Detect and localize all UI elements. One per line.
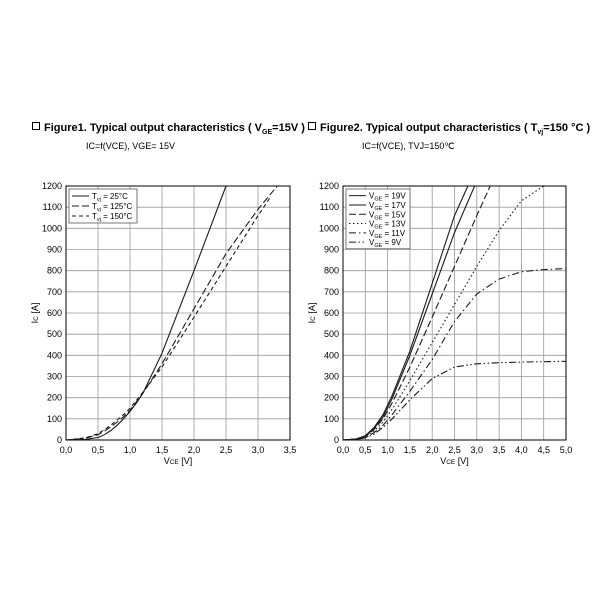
x-tick-label: 4,5 — [537, 445, 550, 455]
figure2-title-end: =150 °C ) — [543, 122, 591, 134]
legend-label: VGE = 13V — [369, 220, 406, 231]
legend-box — [345, 188, 411, 250]
series-line-2 — [66, 186, 278, 440]
y-tick-label: 600 — [47, 308, 62, 318]
y-tick-label: 300 — [47, 372, 62, 382]
x-axis-label: VCE [V] — [164, 456, 193, 466]
x-tick-label: 5,0 — [560, 445, 573, 455]
legend-box — [68, 188, 138, 224]
x-tick-label: 1,5 — [156, 445, 169, 455]
figure2-title-text: Figure2. Typical output characteristics … — [320, 122, 538, 134]
bullet-square-icon — [32, 122, 40, 130]
y-tick-label: 400 — [47, 350, 62, 360]
series-line-5 — [343, 267, 566, 440]
legend-label: Tvj = 150°C — [92, 212, 133, 223]
y-axis-label: IC [A] — [307, 303, 317, 324]
legend-label: Tvj = 25°C — [92, 192, 128, 203]
x-tick-label: 2,0 — [188, 445, 201, 455]
y-tick-label: 200 — [324, 393, 339, 403]
x-tick-label: 3,5 — [493, 445, 506, 455]
y-tick-label: 900 — [324, 245, 339, 255]
figure2-subtitle: IC=f(VCE), TVJ=150℃ — [362, 141, 455, 151]
x-tick-label: 3,0 — [252, 445, 265, 455]
legend-label: VGE = 9V — [369, 238, 402, 249]
legend-label: VGE = 19V — [369, 192, 406, 203]
y-tick-label: 300 — [324, 372, 339, 382]
y-axis-label: IC [A] — [30, 303, 40, 324]
series-line-3 — [343, 186, 491, 440]
figure1-title-text: Figure1. Typical output characteristics … — [44, 122, 263, 134]
x-axis-label: VCE [V] — [440, 456, 469, 466]
bullet-square-icon — [308, 122, 316, 130]
y-tick-label: 1000 — [42, 223, 62, 233]
plot-frame — [65, 185, 291, 441]
x-tick-label: 2,0 — [426, 445, 439, 455]
y-tick-label: 1000 — [319, 223, 339, 233]
x-tick-label: 1,0 — [124, 445, 137, 455]
y-tick-label: 1100 — [320, 202, 339, 212]
y-tick-label: 700 — [324, 287, 339, 297]
y-tick-label: 1200 — [42, 181, 62, 191]
plot-frame — [342, 185, 567, 441]
x-tick-label: 3,5 — [284, 445, 297, 455]
x-tick-label: 1,5 — [404, 445, 417, 455]
figure2-title-sub: vj — [537, 129, 544, 137]
legend-label: VGE = 15V — [369, 210, 406, 221]
series-line-1 — [66, 186, 227, 440]
y-tick-label: 0 — [57, 435, 62, 445]
legend-label: VGE = 17V — [369, 201, 406, 212]
y-tick-label: 900 — [47, 245, 62, 255]
legend-label: Tvj = 125°C — [92, 202, 133, 213]
legend-label: VGE = 11V — [369, 229, 406, 240]
y-tick-label: 1200 — [319, 181, 339, 191]
x-tick-label: 0,0 — [337, 445, 350, 455]
y-tick-label: 200 — [47, 393, 62, 403]
figure2-title: Figure2. Typical output characteristics … — [308, 122, 590, 136]
y-tick-label: 500 — [324, 329, 339, 339]
y-tick-label: 800 — [324, 266, 339, 276]
x-tick-label: 1,0 — [381, 445, 394, 455]
x-tick-label: 2,5 — [220, 445, 233, 455]
y-tick-label: 100 — [324, 414, 339, 424]
y-tick-label: 500 — [47, 329, 62, 339]
y-tick-label: 600 — [324, 308, 339, 318]
x-tick-label: 0,5 — [359, 445, 372, 455]
series-line-6 — [343, 360, 566, 440]
x-tick-label: 0,5 — [92, 445, 105, 455]
figure1-title-end: =15V ) — [272, 122, 305, 134]
y-tick-label: 700 — [47, 287, 62, 297]
x-tick-label: 3,0 — [471, 445, 484, 455]
y-tick-label: 400 — [324, 350, 339, 360]
x-tick-label: 2,5 — [448, 445, 461, 455]
y-tick-label: 800 — [47, 266, 62, 276]
figure1-title-sub: GE — [262, 129, 273, 137]
figure1-subtitle: IC=f(VCE), VGE= 15V — [86, 141, 176, 151]
series-line-2 — [343, 186, 476, 440]
y-tick-label: 0 — [334, 435, 339, 445]
y-tick-label: 100 — [47, 414, 62, 424]
x-tick-label: 4,0 — [515, 445, 528, 455]
y-tick-label: 1100 — [43, 202, 62, 212]
x-tick-label: 0,0 — [60, 445, 73, 455]
figure1-title: Figure1. Typical output characteristics … — [32, 122, 305, 136]
